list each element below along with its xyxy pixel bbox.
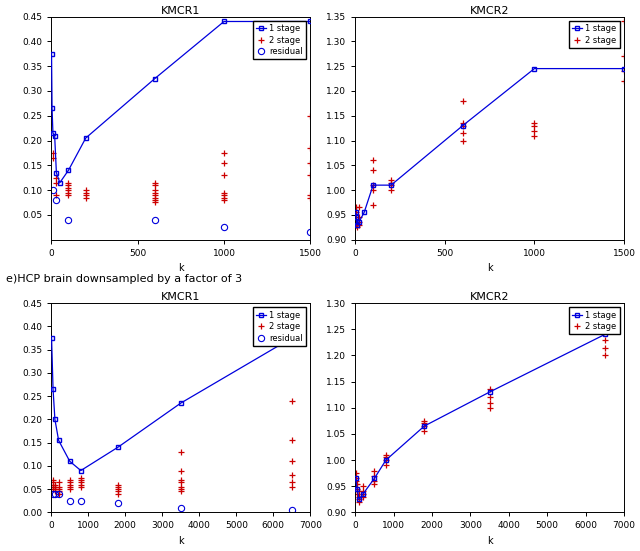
Legend: 1 stage, 2 stage: 1 stage, 2 stage [568, 21, 620, 48]
Legend: 1 stage, 2 stage: 1 stage, 2 stage [568, 307, 620, 334]
X-axis label: k: k [178, 263, 184, 273]
X-axis label: k: k [178, 536, 184, 546]
Title: KMCR2: KMCR2 [470, 292, 509, 302]
Legend: 1 stage, 2 stage, residual: 1 stage, 2 stage, residual [253, 21, 306, 60]
X-axis label: k: k [487, 536, 492, 546]
Text: e)HCP brain downsampled by a factor of 3: e)HCP brain downsampled by a factor of 3 [6, 274, 243, 284]
Legend: 1 stage, 2 stage, residual: 1 stage, 2 stage, residual [253, 307, 306, 346]
Title: KMCR2: KMCR2 [470, 6, 509, 16]
Title: KMCR1: KMCR1 [161, 292, 200, 302]
Title: KMCR1: KMCR1 [161, 6, 200, 16]
X-axis label: k: k [487, 263, 492, 273]
